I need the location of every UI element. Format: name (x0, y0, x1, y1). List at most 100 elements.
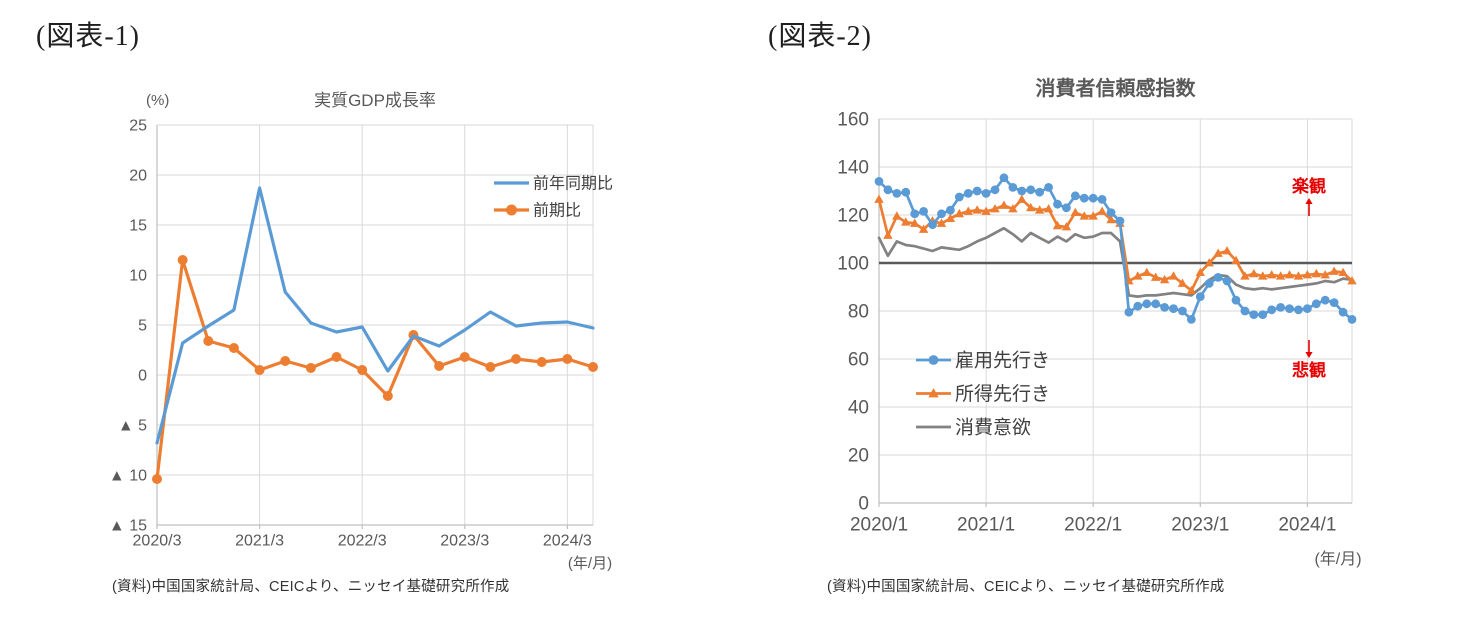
x-tick-label: 2021/1 (957, 515, 1015, 536)
series-marker (588, 362, 598, 372)
series-marker (1017, 194, 1027, 203)
series-marker (1240, 306, 1250, 316)
series-marker (177, 255, 188, 265)
y-tick-label: 0 (858, 494, 869, 515)
series-marker (1204, 258, 1214, 267)
y-tick-label: ▲ 15 (109, 518, 147, 535)
series-marker (1008, 183, 1018, 192)
series-marker (1311, 299, 1321, 309)
series-marker (1204, 279, 1214, 288)
y-tick-label: 10 (129, 268, 147, 285)
series-marker (1285, 304, 1294, 313)
series-marker (1034, 205, 1045, 214)
chart1-x-axis-unit: (年/月) (567, 555, 613, 572)
legend-item-label: 消費意欲 (955, 417, 1031, 439)
annotation-arrow-head-up (1305, 198, 1313, 204)
legend-item-label: 雇用先行き (955, 350, 1050, 372)
figure2-label: (図表-2) (768, 21, 872, 52)
annotation-text: 楽観 (1292, 176, 1326, 196)
series-marker (1026, 202, 1036, 212)
series-marker (305, 363, 316, 373)
series-marker (1062, 203, 1071, 213)
y-tick-label: 0 (138, 368, 147, 385)
series-marker (1302, 304, 1312, 313)
series-marker (954, 192, 964, 202)
annotation-text: 悲観 (1292, 360, 1326, 380)
x-tick-label: 2021/3 (235, 533, 284, 550)
series-marker (1258, 271, 1268, 280)
legend-sample-marker (928, 355, 939, 365)
series-marker (1142, 267, 1152, 277)
series-marker (1222, 246, 1232, 255)
series-marker (919, 207, 929, 216)
series-marker (1044, 183, 1053, 192)
series-marker (901, 187, 911, 197)
x-tick-label: 2023/3 (440, 533, 489, 550)
series-marker (1213, 248, 1223, 257)
series-marker (1338, 307, 1348, 317)
series-marker (254, 365, 265, 375)
series-marker (963, 189, 973, 198)
series-marker (892, 189, 902, 198)
series-marker (981, 206, 991, 215)
y-tick-label: 25 (129, 118, 147, 135)
legend-sample-marker (928, 388, 939, 398)
series-marker (1124, 307, 1134, 317)
series-marker (1079, 193, 1089, 203)
series-marker (1088, 193, 1098, 203)
series-marker (1311, 268, 1322, 278)
y-tick-label: 100 (837, 254, 869, 275)
legend-item-label: 前年同期比 (533, 175, 613, 193)
y-tick-label: 80 (848, 302, 869, 323)
y-tick-label: 60 (848, 350, 869, 371)
series-marker (1276, 303, 1286, 312)
series-marker (1053, 199, 1062, 209)
series-marker (909, 218, 920, 227)
series-marker (972, 205, 982, 214)
series-marker (1159, 274, 1170, 284)
series-marker (1338, 267, 1348, 277)
series-marker (937, 209, 946, 219)
y-tick-label: 160 (837, 110, 869, 131)
chart2-x-axis-unit: (年/月) (1314, 551, 1362, 568)
series-marker (1347, 276, 1357, 285)
series-marker (1302, 270, 1313, 279)
series-marker (1017, 186, 1027, 196)
series-marker (990, 204, 1000, 213)
series-marker (1115, 216, 1125, 226)
series-marker (1222, 276, 1232, 286)
series-marker (228, 343, 239, 353)
series-marker (1177, 278, 1188, 287)
series-marker (357, 365, 368, 375)
series-marker (1213, 273, 1223, 282)
series-marker (511, 354, 522, 364)
series-marker (1320, 295, 1330, 305)
series-marker (1249, 268, 1259, 278)
series-marker (1275, 271, 1286, 280)
y-tick-label: ▲ 5 (118, 418, 147, 435)
series-marker (892, 211, 902, 220)
series-marker (1151, 299, 1161, 309)
chart1-title: 実質GDP成長率 (314, 91, 436, 110)
series-marker (874, 177, 884, 186)
y-tick-label: 20 (129, 168, 147, 185)
y-tick-label: 40 (848, 398, 869, 419)
series-marker (945, 205, 955, 215)
series-marker (1106, 208, 1116, 218)
x-tick-label: 2024/1 (1278, 515, 1336, 536)
series-marker (945, 213, 956, 223)
y-tick-label: 5 (138, 318, 147, 335)
legend-item-label: 前期比 (533, 202, 581, 220)
series-marker (382, 391, 393, 401)
annotation-arrow-head-down (1305, 352, 1313, 358)
x-tick-label: 2022/3 (338, 533, 387, 550)
series-marker (883, 185, 893, 195)
series-marker (280, 356, 291, 366)
series-marker (999, 200, 1009, 209)
series-marker (1186, 285, 1197, 295)
y-tick-label: 15 (129, 218, 147, 235)
series-marker (1026, 185, 1036, 195)
series-marker (963, 206, 973, 215)
x-tick-label: 2023/1 (1171, 515, 1229, 536)
